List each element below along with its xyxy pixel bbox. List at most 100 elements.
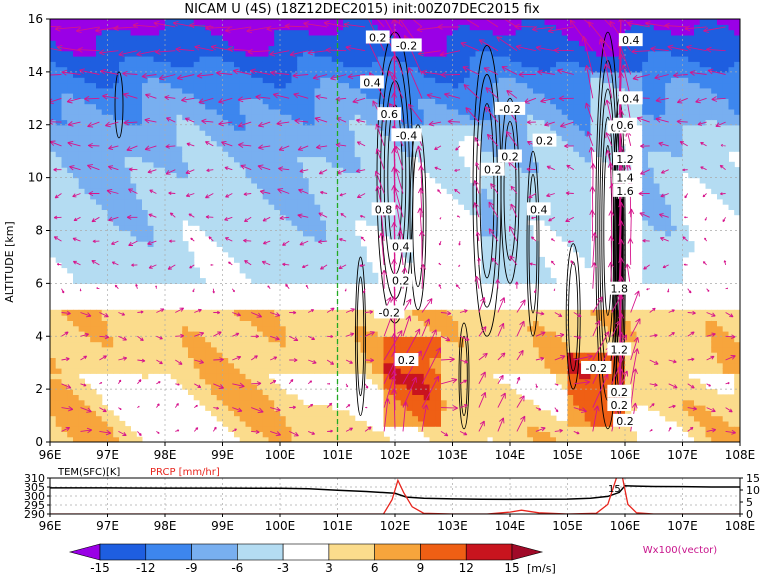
u-cell [406,140,413,147]
u-cell [314,77,321,84]
u-cell [406,103,413,110]
u-cell [280,108,287,115]
u-cell [320,114,327,121]
u-cell [107,50,114,57]
u-cell [412,145,419,152]
u-cell [308,34,315,41]
u-cell [55,426,62,432]
u-cell [176,188,183,195]
u-cell [435,394,442,401]
u-cell [165,82,172,89]
u-cell [159,331,166,337]
u-cell [176,241,183,247]
u-cell [61,436,68,442]
u-cell [234,172,241,179]
u-cell [377,346,384,353]
u-cell [159,251,166,258]
u-cell [475,61,482,68]
u-cell [239,135,246,142]
u-cell [61,130,68,136]
u-cell [205,219,212,226]
u-cell [222,82,229,89]
u-cell [349,209,356,216]
u-cell [452,135,459,142]
u-cell [84,426,91,432]
u-cell [257,177,264,184]
u-cell [297,135,304,142]
u-cell [159,93,166,99]
u-cell [84,193,91,200]
u-cell [176,230,183,237]
u-cell [354,246,361,253]
u-cell [481,415,488,422]
u-cell [452,331,459,337]
u-cell [303,61,310,68]
u-cell [182,108,189,115]
u-cell [78,325,85,332]
u-cell [96,320,103,327]
u-cell [124,320,131,327]
u-cell [113,66,120,73]
u-cell [337,34,344,41]
u-cell [216,56,223,62]
u-cell [280,66,287,73]
u-cell [377,373,384,380]
u-cell [383,331,390,337]
u-cell [458,71,465,78]
u-cell [383,214,390,221]
u-cell [147,66,154,73]
u-cell [153,119,160,126]
u-cell [326,225,333,232]
u-cell [136,50,143,57]
u-cell [308,124,315,131]
u-cell [464,50,471,57]
u-cell [349,188,356,195]
u-cell [446,362,453,369]
u-cell [291,235,298,242]
u-cell [182,103,189,110]
u-cell [67,320,74,327]
u-cell [147,172,154,179]
u-cell [113,436,120,442]
u-cell [234,362,241,369]
u-cell [159,272,166,279]
u-cell [101,45,108,52]
u-cell [262,256,269,263]
u-cell [314,241,321,247]
u-cell [136,24,143,31]
u-cell [245,399,252,406]
u-cell [423,431,430,438]
u-cell [349,357,356,364]
u-cell [257,357,264,364]
u-cell [308,156,315,163]
u-cell [303,230,310,237]
u-cell [458,426,465,432]
u-cell [441,119,448,126]
u-cell [320,71,327,78]
u-cell [159,214,166,221]
u-cell [372,362,379,369]
u-cell [395,225,402,232]
u-cell [429,66,436,73]
u-cell [464,45,471,52]
u-cell [165,156,172,163]
u-cell [67,415,74,422]
u-cell [452,346,459,353]
u-cell [228,193,235,200]
u-cell [475,352,482,358]
u-cell [395,198,402,205]
u-cell [308,172,315,179]
u-cell [343,151,350,158]
u-cell [113,188,120,195]
u-cell [55,368,62,374]
u-cell [107,262,114,269]
u-cell [211,119,218,126]
u-cell [395,29,402,36]
u-cell [297,267,304,274]
u-cell [170,235,177,242]
u-cell [73,198,80,205]
u-cell [211,93,218,99]
u-cell [326,267,333,274]
u-cell [274,93,281,99]
u-cell [441,77,448,84]
